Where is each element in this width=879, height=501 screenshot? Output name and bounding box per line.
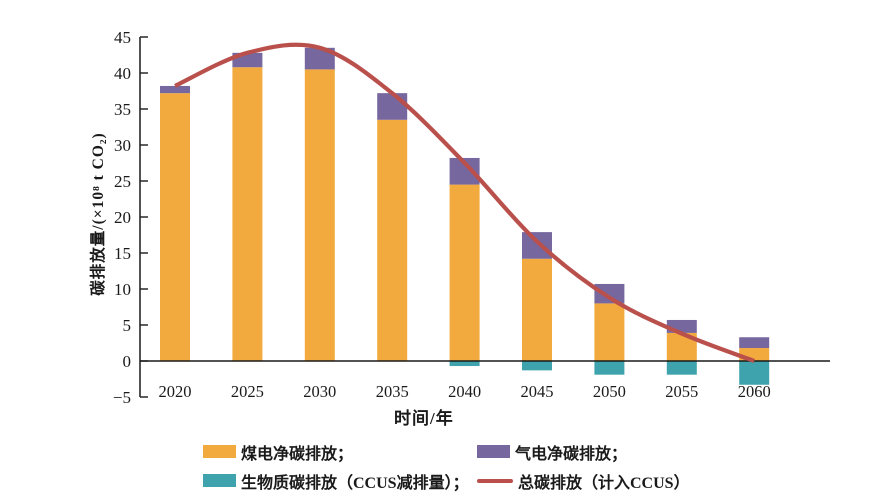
y-tick-label: 45 <box>114 28 131 47</box>
y-tick-label: 5 <box>123 316 132 335</box>
bar-biomass-2045 <box>522 361 552 371</box>
y-tick-label: 10 <box>114 280 131 299</box>
bar-biomass-2040 <box>449 361 480 367</box>
y-tick-label: 0 <box>123 352 132 371</box>
x-tick-label-2045: 2045 <box>521 382 554 401</box>
legend-label-gas: 气电净碳排放； <box>515 445 628 463</box>
legend-label-total: 总碳排放（计入CCUS） <box>518 474 690 492</box>
bar-coal-2035 <box>377 119 408 361</box>
y-tick-label: 30 <box>114 136 131 155</box>
total-line-swatch-icon <box>477 478 513 483</box>
y-tick-label: 40 <box>114 64 131 83</box>
x-tick-label-2040: 2040 <box>448 382 481 401</box>
x-tick-label-2025: 2025 <box>231 382 264 401</box>
legend-item-biomass: 生物质碳排放（CCUS减排量）； <box>203 469 477 493</box>
legend-item-coal: 煤电净碳排放； <box>203 440 477 464</box>
y-tick-label: 20 <box>114 208 131 227</box>
y-tick-label: −5 <box>113 388 131 407</box>
bar-coal-2020 <box>160 93 190 361</box>
gas-swatch-icon <box>477 445 510 458</box>
y-tick-label: 35 <box>114 100 131 119</box>
bar-biomass-2055 <box>666 361 697 375</box>
legend-label-biomass: 生物质碳排放（CCUS减排量）； <box>241 474 469 492</box>
bar-coal-2045 <box>522 258 552 361</box>
bar-biomass-2050 <box>594 361 625 375</box>
bar-coal-2050 <box>594 303 625 361</box>
bar-gas-2045 <box>522 232 552 259</box>
x-tick-label-2020: 2020 <box>159 382 192 401</box>
y-tick-label: 15 <box>114 244 131 263</box>
bar-gas-2060 <box>739 337 770 349</box>
x-tick-label-2035: 2035 <box>376 382 409 401</box>
legend-item-gas: 气电净碳排放； <box>477 440 690 464</box>
bar-biomass-2060 <box>739 361 770 385</box>
biomass-swatch-icon <box>203 474 236 487</box>
total-emissions-line <box>174 42 755 363</box>
bar-coal-2030 <box>304 69 335 362</box>
bar-gas-2030 <box>304 47 335 70</box>
legend-label-coal: 煤电净碳排放； <box>241 445 354 463</box>
coal-swatch-icon <box>203 445 236 458</box>
bar-coal-2025 <box>232 67 263 362</box>
x-tick-label-2050: 2050 <box>593 382 626 401</box>
x-tick-label-2060: 2060 <box>738 382 771 401</box>
bar-gas-2020 <box>160 85 190 94</box>
y-axis-title: 碳排放量/(×10⁸ t CO₂) <box>90 132 107 296</box>
legend-item-total: 总碳排放（计入CCUS） <box>477 469 690 493</box>
bar-gas-2050 <box>594 283 625 304</box>
y-tick-label: 25 <box>114 172 131 191</box>
legend: 煤电净碳排放； 气电净碳排放； 生物质碳排放（CCUS减排量）； 总碳排放（计入… <box>203 437 690 495</box>
x-axis-title: 时间/年 <box>394 409 454 428</box>
bar-gas-2035 <box>377 93 408 120</box>
x-tick-label-2030: 2030 <box>303 382 336 401</box>
bar-coal-2040 <box>449 184 480 361</box>
x-tick-label-2055: 2055 <box>665 382 698 401</box>
